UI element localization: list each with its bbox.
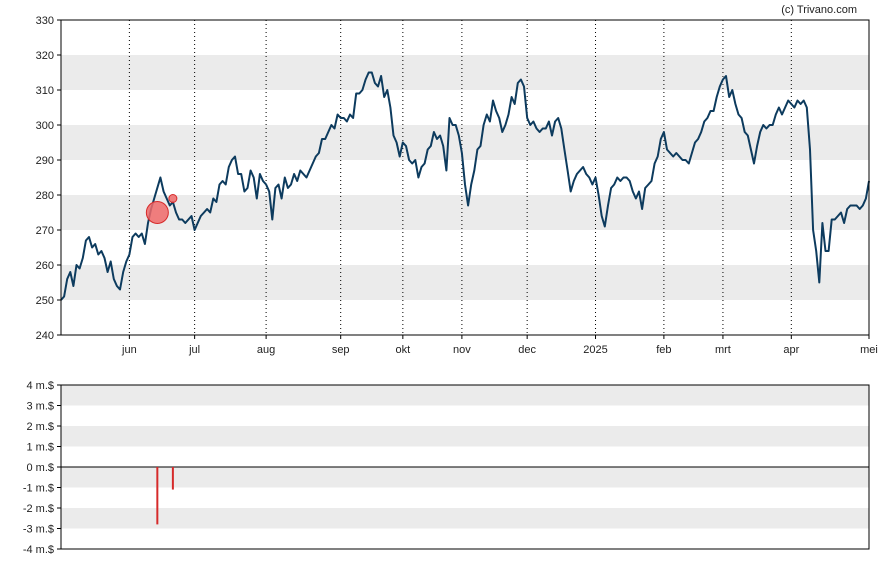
flow-band [61, 467, 869, 488]
price-vertical-gridlines [128, 20, 870, 335]
price-y-tick-label: 330 [36, 15, 54, 27]
price-x-tick-label: dec [518, 344, 536, 356]
price-y-tick-label: 300 [36, 120, 54, 132]
price-band [61, 265, 869, 300]
flow-band [61, 426, 869, 447]
price-x-tick-label: aug [257, 344, 275, 356]
price-y-tick-label: 250 [36, 295, 54, 307]
price-grid-bands [61, 55, 869, 300]
price-series-line [60, 71, 870, 301]
price-x-tick-label: okt [396, 344, 411, 356]
trade-marker [145, 201, 169, 224]
price-x-tick-label: mrt [715, 344, 731, 356]
flow-y-tick-label: 3 m.$ [26, 401, 54, 413]
credit-text: (c) Trivano.com [781, 4, 857, 16]
trade-marker [168, 194, 178, 203]
price-x-tick-label: apr [783, 344, 799, 356]
price-y-tick-label: 320 [36, 50, 54, 62]
flow-y-tick-label: -2 m.$ [23, 503, 54, 515]
trade-markers [145, 194, 178, 224]
price-plot-frame [60, 19, 870, 336]
price-x-tick-label: nov [453, 344, 471, 356]
price-y-tick-label: 260 [36, 260, 54, 272]
price-y-tick-label: 290 [36, 155, 54, 167]
price-y-tick-label: 310 [36, 85, 54, 97]
flow-chart-panel: 4 m.$ 3 m.$ 2 m.$ 1 m.$ 0 m.$ -1 m.$ -2 m.$ -3 … [23, 380, 870, 556]
flow-y-tick-label: -4 m.$ [23, 544, 54, 556]
price-x-tick-label: sep [332, 344, 350, 356]
price-y-tick-label: 280 [36, 190, 54, 202]
price-x-tick-label: mei [860, 344, 878, 356]
flow-y-tick-label: -1 m.$ [23, 483, 54, 495]
price-x-axis: jun jul aug sep okt nov dec 2025 feb mrt apr mei [121, 335, 878, 356]
price-band [61, 195, 869, 230]
price-band [61, 55, 869, 90]
price-y-axis: 240 250 260 270 280 290 300 310 320 330 [36, 15, 61, 342]
flow-y-tick-label: 2 m.$ [26, 421, 54, 433]
price-x-tick-label: feb [656, 344, 671, 356]
flow-y-tick-label: 0 m.$ [26, 462, 54, 474]
flow-y-tick-label: 1 m.$ [26, 442, 54, 454]
flow-y-tick-label: 4 m.$ [26, 380, 54, 392]
price-y-tick-label: 270 [36, 225, 54, 237]
flow-y-tick-label: -3 m.$ [23, 524, 54, 536]
price-y-tick-label: 240 [36, 330, 54, 342]
flow-grid-bands [61, 385, 869, 529]
flow-band [61, 508, 869, 529]
price-chart-panel: 240 250 260 270 280 290 300 310 320 330 jun jul aug… [36, 15, 878, 356]
price-band [61, 125, 869, 160]
price-x-tick-label: jun [121, 344, 137, 356]
flow-bars [156, 467, 174, 525]
price-x-tick-label: jul [188, 344, 200, 356]
flow-band [61, 385, 869, 406]
price-x-tick-label: 2025 [583, 344, 607, 356]
flow-y-axis: 4 m.$ 3 m.$ 2 m.$ 1 m.$ 0 m.$ -1 m.$ -2 m.$ -3 … [23, 380, 61, 556]
